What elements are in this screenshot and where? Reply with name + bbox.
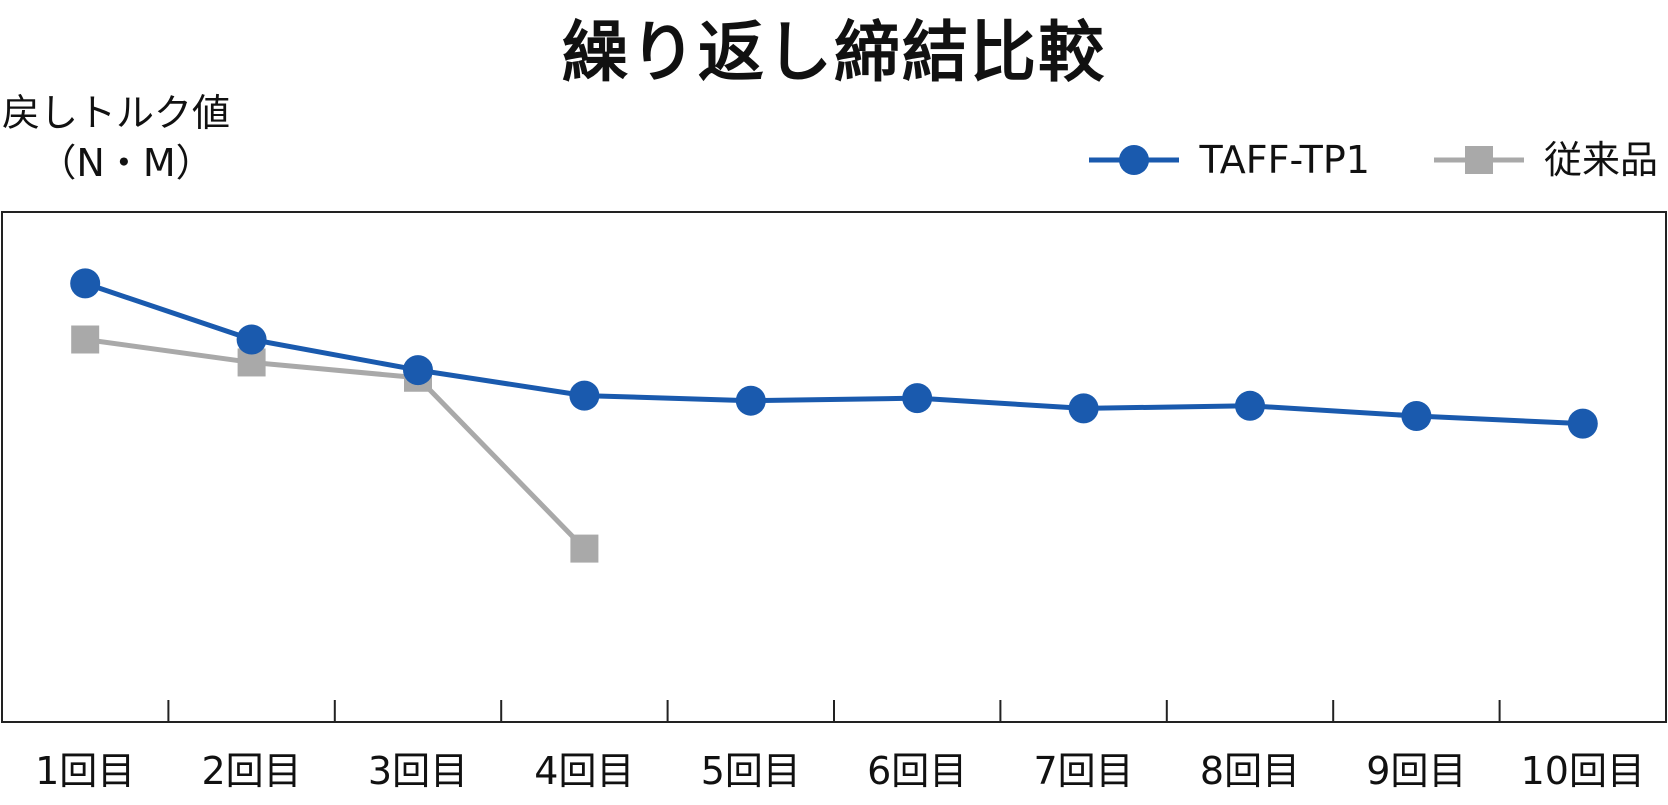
plot-area — [1, 211, 1667, 723]
data-point-s0-7 — [1068, 393, 1099, 424]
series-markers — [70, 268, 1598, 563]
legend-item-conventional: 従来品 — [1433, 138, 1658, 182]
legend-swatch-circle-icon — [1089, 145, 1180, 175]
chart-title: 繰り返し締結比較 — [562, 14, 1106, 91]
data-point-s0-8 — [1235, 390, 1265, 421]
data-point-s0-1 — [70, 268, 101, 299]
data-point-s0-4 — [569, 380, 600, 411]
data-point-s1-4 — [570, 534, 599, 563]
y-axis-unit: （N・M） — [38, 141, 214, 185]
x-axis-labels: 1回目 2回目 3回目 4回目 5回目 6回目 7回目 8回目 9回目 10回目 — [35, 749, 1645, 793]
data-point-s0-9 — [1401, 401, 1432, 431]
series-line-0 — [84, 281, 1583, 427]
legend-item-taff-tp1: TAFF-TP1 — [1089, 140, 1370, 180]
data-point-s0-6 — [902, 383, 933, 414]
legend-swatch-square-icon — [1433, 146, 1524, 174]
x-tick-label-6: 6回目 — [867, 749, 967, 793]
data-point-s0-3 — [403, 355, 433, 386]
x-tick-label-7: 7回目 — [1034, 749, 1134, 793]
series-lines — [84, 281, 1583, 551]
series-line-1 — [84, 337, 587, 551]
x-tick-label-4: 4回目 — [534, 749, 634, 793]
data-point-s0-2 — [236, 324, 267, 355]
legend: TAFF-TP1 従来品 — [1025, 140, 1658, 180]
x-tick-label-3: 3回目 — [368, 749, 468, 793]
y-axis-title: 戻しトルク値 — [2, 91, 231, 135]
legend-label-conventional: 従来品 — [1543, 138, 1658, 182]
x-tick-label-2: 2回目 — [202, 749, 302, 793]
data-point-s0-10 — [1567, 408, 1598, 439]
x-tick-label-5: 5回目 — [701, 749, 801, 793]
x-tick-label-9: 9回目 — [1366, 749, 1466, 793]
x-tick-label-10: 10回目 — [1521, 749, 1645, 793]
data-point-s1-1 — [71, 325, 100, 354]
legend-label-taff-tp1: TAFF-TP1 — [1199, 138, 1370, 182]
data-point-s0-5 — [735, 385, 766, 416]
x-tick-label-8: 8回目 — [1200, 749, 1300, 793]
y-axis-label: 戻しトルク値 （N・M） — [2, 88, 230, 188]
x-axis-ticks — [167, 700, 1501, 722]
x-tick-label-1: 1回目 — [35, 749, 135, 793]
